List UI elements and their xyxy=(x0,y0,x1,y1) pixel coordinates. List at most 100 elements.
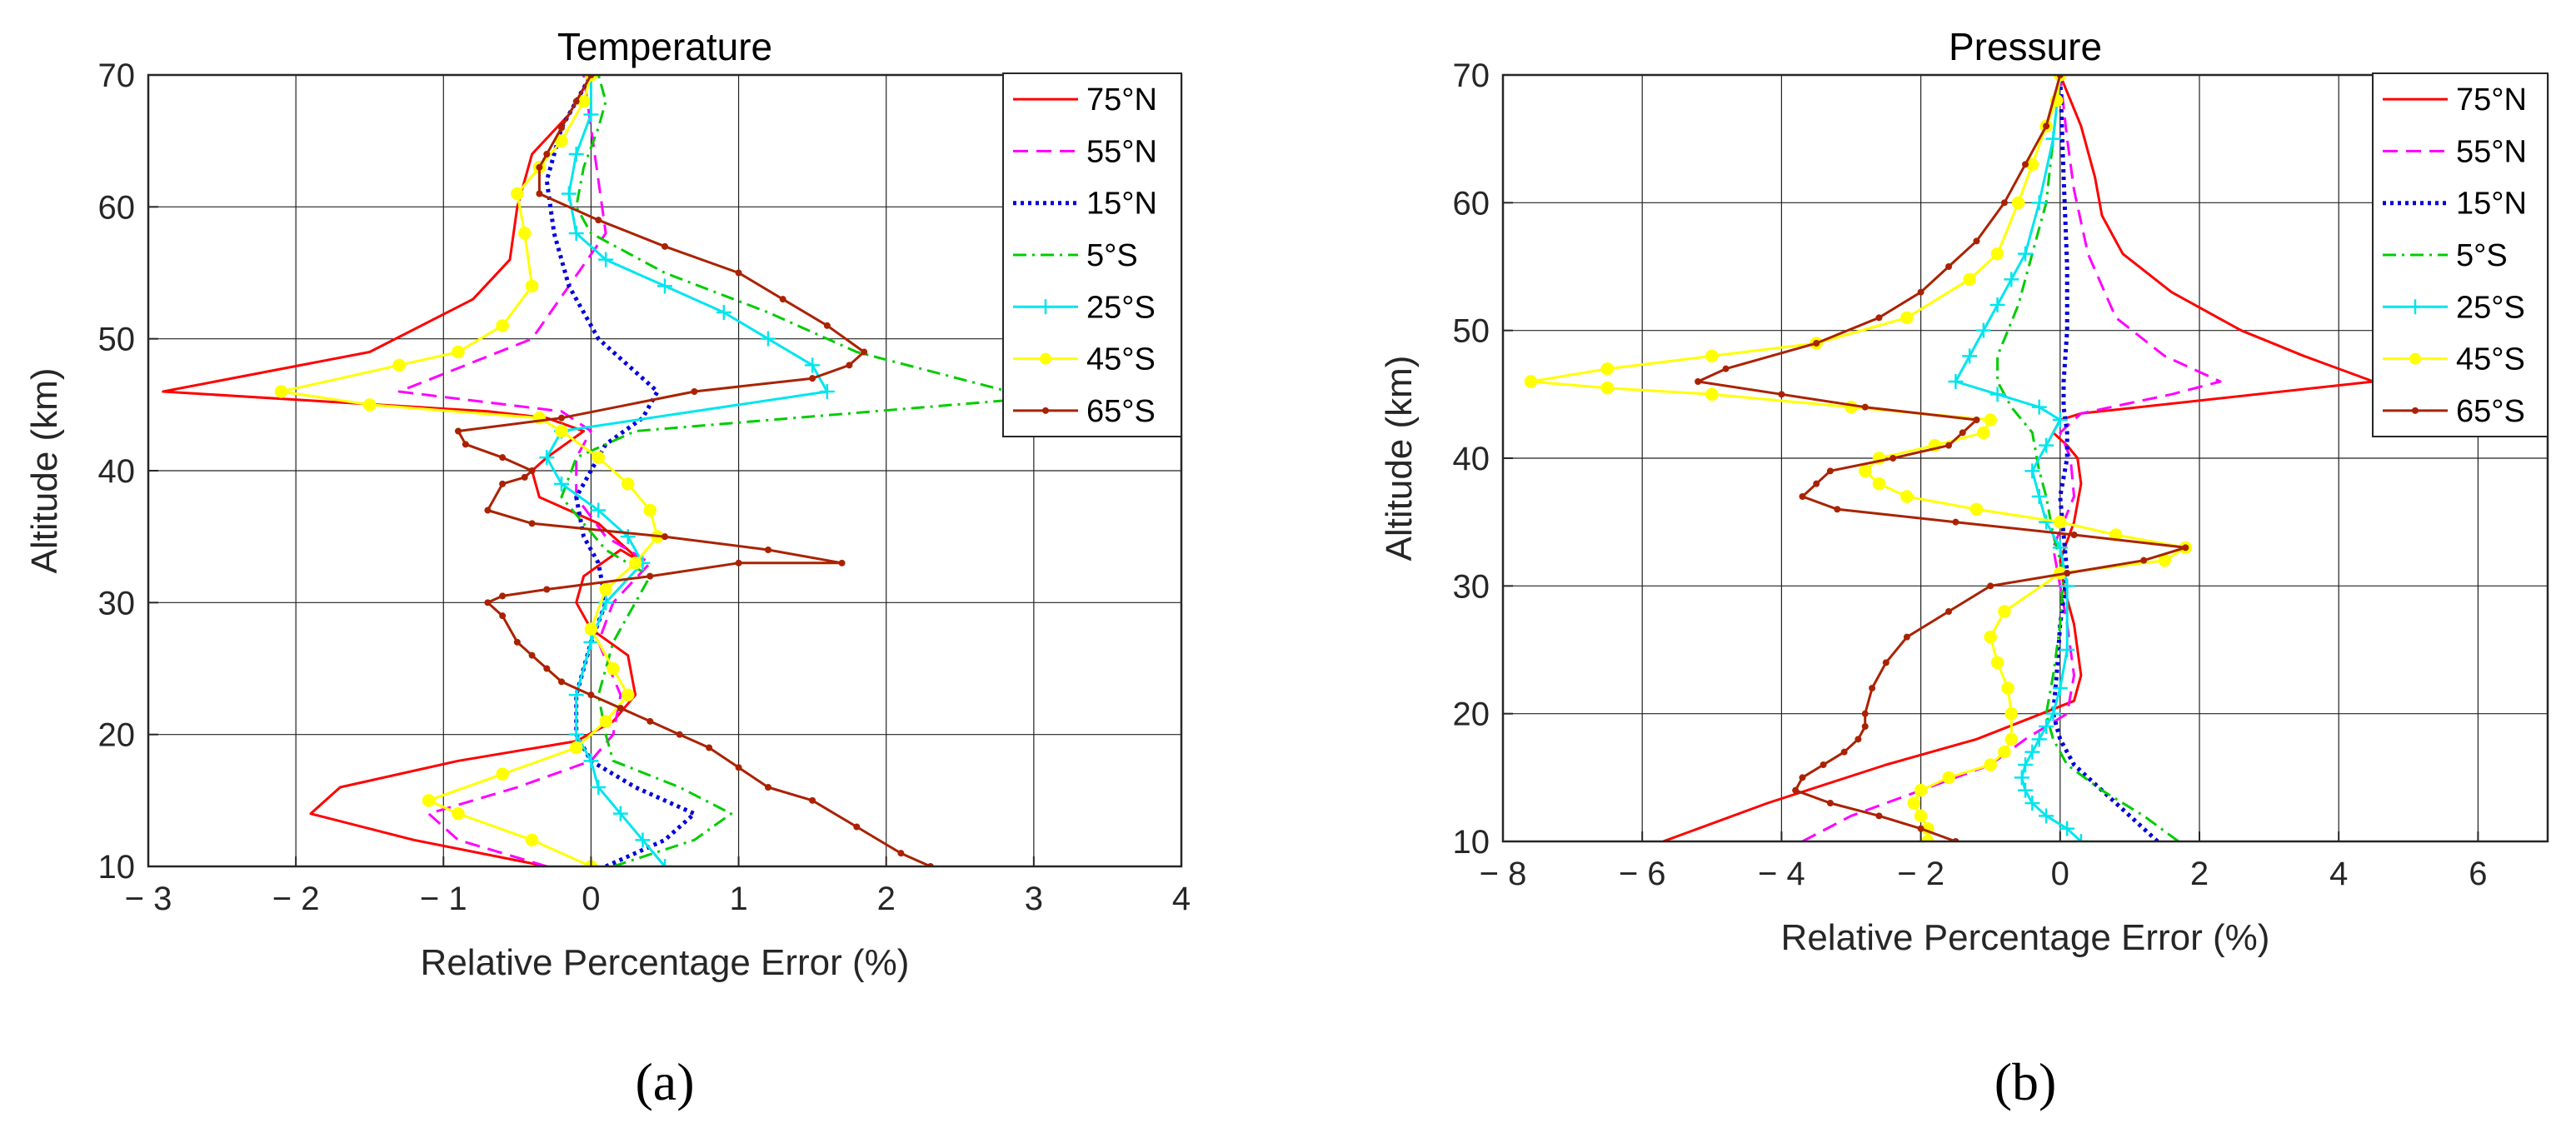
legend-label: 65°S xyxy=(1086,394,1156,429)
data-point xyxy=(2054,515,2067,529)
data-point xyxy=(1945,442,1953,449)
data-point xyxy=(1984,413,1997,427)
data-point xyxy=(2004,732,2019,746)
data-point xyxy=(635,832,651,848)
data-point xyxy=(2011,196,2025,210)
data-point xyxy=(2018,757,2033,772)
data-point xyxy=(1989,297,2005,312)
data-point xyxy=(2039,719,2054,734)
data-point xyxy=(809,375,816,382)
data-point xyxy=(1900,311,1914,325)
data-point xyxy=(517,227,532,240)
series-line-75°N xyxy=(162,75,644,866)
data-point xyxy=(2059,821,2075,836)
data-point xyxy=(1969,502,1984,517)
data-point xyxy=(2039,808,2054,824)
data-point xyxy=(2064,570,2071,576)
x-tick-label: − 2 xyxy=(272,881,320,917)
data-point xyxy=(761,331,776,347)
data-point xyxy=(592,451,606,464)
legend-label: 55°N xyxy=(1086,134,1157,169)
data-point xyxy=(2000,199,2008,207)
data-point xyxy=(1820,761,1827,768)
data-point xyxy=(1826,800,1834,806)
data-point xyxy=(1524,375,1538,388)
data-point xyxy=(861,348,868,356)
legend-marker xyxy=(1042,407,1049,414)
data-point xyxy=(2070,532,2078,538)
data-point xyxy=(2043,122,2050,130)
data-point xyxy=(1861,723,1869,730)
x-tick-label: − 8 xyxy=(1480,856,1527,892)
series-line-45°S xyxy=(279,75,659,866)
data-point xyxy=(543,586,551,593)
data-point xyxy=(513,638,521,646)
data-point xyxy=(1963,272,1976,287)
data-point xyxy=(1826,467,1834,475)
data-point xyxy=(643,503,657,517)
data-point xyxy=(716,305,731,320)
data-point xyxy=(2059,642,2075,657)
data-point xyxy=(1799,774,1806,781)
data-point xyxy=(1875,812,1883,820)
data-point xyxy=(1813,340,1820,347)
data-point xyxy=(1855,736,1862,743)
legend-label: 75°N xyxy=(1086,82,1157,117)
data-point xyxy=(2001,681,2014,695)
data-point xyxy=(1975,322,1991,338)
data-point xyxy=(1914,809,1928,823)
data-point xyxy=(568,226,584,241)
data-point xyxy=(536,190,543,197)
data-point xyxy=(2018,782,2033,798)
data-point xyxy=(452,806,465,821)
series-line-65°S xyxy=(1696,75,2187,841)
data-point xyxy=(1990,247,2004,261)
data-point xyxy=(496,319,509,332)
data-point xyxy=(2014,770,2029,786)
data-point xyxy=(1875,314,1883,322)
data-point xyxy=(1917,825,1925,832)
data-point xyxy=(1973,237,1980,245)
legend-label: 45°S xyxy=(2456,342,2525,377)
data-point xyxy=(591,502,607,518)
data-point xyxy=(1890,455,1897,462)
y-tick-label: 20 xyxy=(98,717,136,754)
data-point xyxy=(587,691,595,699)
x-tick-label: 0 xyxy=(2051,856,2069,892)
data-point xyxy=(2045,706,2061,721)
data-point xyxy=(897,850,905,857)
panel-label: (a) xyxy=(635,1052,694,1111)
legend-label: 55°N xyxy=(2456,134,2527,169)
data-point xyxy=(1834,506,1841,513)
data-point xyxy=(543,665,551,672)
legend-label: 5°S xyxy=(2456,238,2508,273)
data-point xyxy=(1914,783,1928,797)
data-point xyxy=(1792,786,1800,794)
data-point xyxy=(455,427,462,435)
data-point xyxy=(511,187,524,201)
y-tick-label: 20 xyxy=(1453,696,1490,733)
data-point xyxy=(583,634,599,650)
data-point xyxy=(539,450,555,466)
data-point xyxy=(452,345,465,359)
x-axis-label: Relative Percentage Error (%) xyxy=(1781,917,2270,958)
data-point xyxy=(583,753,599,769)
data-point xyxy=(661,533,668,541)
data-point xyxy=(1907,796,1920,810)
x-tick-label: 4 xyxy=(2329,856,2348,892)
data-point xyxy=(499,612,507,620)
x-tick-label: 6 xyxy=(2469,856,2487,892)
legend-label: 65°S xyxy=(2456,394,2525,429)
data-point xyxy=(584,622,598,636)
data-point xyxy=(661,242,668,250)
data-point xyxy=(499,480,507,487)
data-point xyxy=(555,134,568,147)
x-tick-label: 2 xyxy=(877,881,896,917)
data-point xyxy=(2045,131,2061,147)
data-point xyxy=(2018,246,2033,262)
data-point xyxy=(1948,374,1964,389)
x-tick-label: − 2 xyxy=(1897,856,1944,892)
legend-marker xyxy=(1038,299,1053,315)
data-point xyxy=(646,572,654,580)
y-tick-label: 30 xyxy=(98,585,136,621)
